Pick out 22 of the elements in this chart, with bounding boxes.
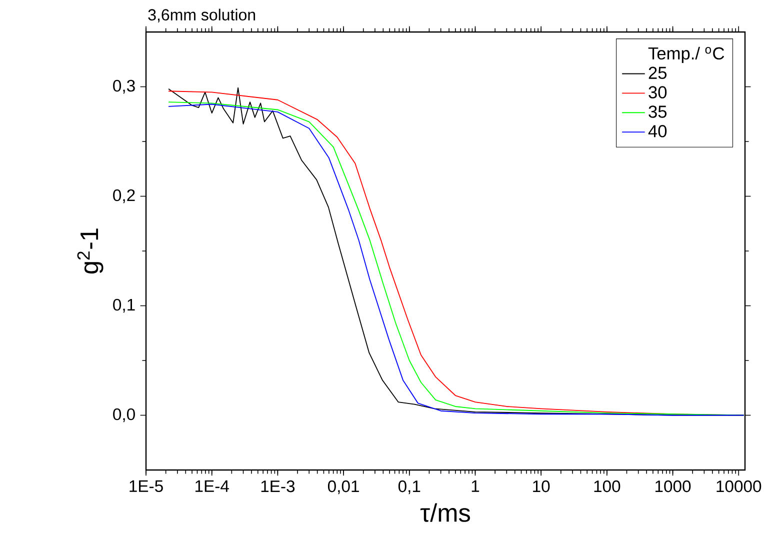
legend-label: 40	[648, 125, 667, 138]
legend-label: 35	[648, 106, 667, 118]
x-tick-label: 0,1	[398, 480, 420, 494]
y-tick-label: 0,0	[113, 408, 135, 422]
x-tick-label: 1000	[656, 480, 691, 492]
y-tick-label: 0,3	[113, 80, 135, 94]
x-tick-label: 1E-3	[261, 480, 295, 492]
y-tick-label: 0,2	[113, 189, 135, 204]
y-tick-label: 0,1	[113, 298, 135, 313]
legend-label: 25	[648, 66, 667, 79]
x-axis-title: τ/ms	[420, 503, 470, 522]
legend-label: 30	[648, 86, 667, 98]
x-tick-label: 10000	[716, 480, 762, 492]
x-tick-label: 0,01	[328, 480, 359, 494]
x-tick-label: 1E-5	[130, 480, 163, 492]
x-tick-label: 1E-4	[196, 480, 229, 492]
x-tick-label: 100	[594, 480, 620, 492]
x-tick-label: 1	[472, 480, 480, 492]
x-tick-label: 10	[533, 480, 550, 492]
chart-title: 3,6mm solution	[148, 8, 256, 22]
y-axis-title: g$^{2}$-1	[77, 228, 104, 274]
legend-title: Temp./ $^{o}$C	[648, 46, 724, 63]
